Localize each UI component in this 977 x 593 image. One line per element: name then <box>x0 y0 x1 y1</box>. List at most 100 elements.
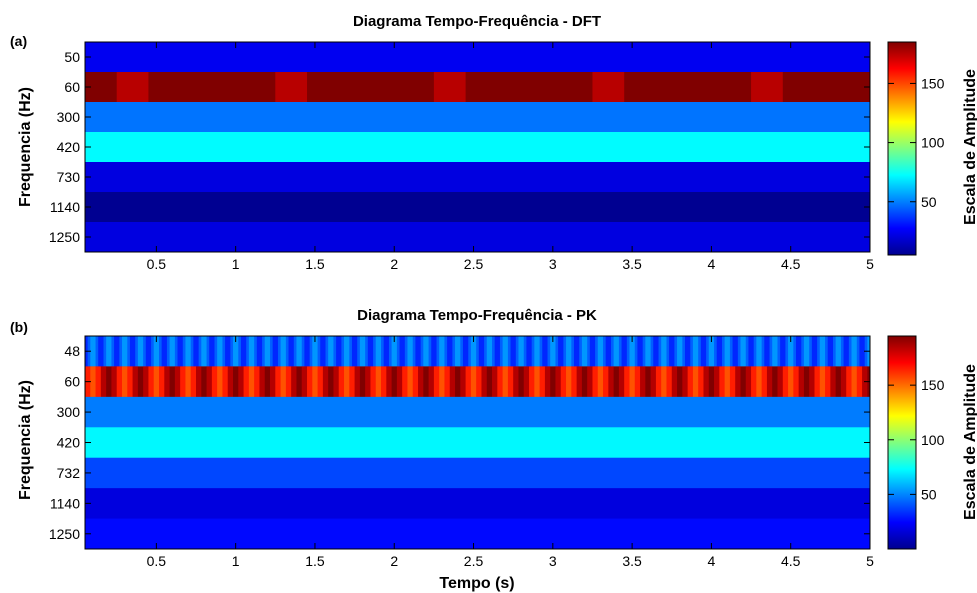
heatmap-cell <box>719 336 723 367</box>
heatmap-cell <box>769 336 773 367</box>
heatmap-cell <box>386 366 392 398</box>
heatmap-cell <box>555 366 562 398</box>
heatmap-cell <box>515 336 519 367</box>
heatmap-cell <box>724 336 728 367</box>
heatmap-cell <box>610 336 615 367</box>
heatmap-cell <box>312 336 316 367</box>
heatmap-cell <box>674 336 678 367</box>
heatmap-cell <box>851 336 855 367</box>
heatmap-cell <box>137 336 141 367</box>
heatmap-cell <box>293 336 297 367</box>
heatmap-cell <box>314 336 318 367</box>
heatmap-cell <box>647 336 652 367</box>
heatmap-cell <box>307 336 311 367</box>
y-tick-label: 300 <box>57 109 81 125</box>
heatmap-cell <box>449 366 456 398</box>
heatmap-cell <box>243 336 247 367</box>
heatmap-cell <box>143 366 149 398</box>
y-tick-label: 1140 <box>50 199 80 215</box>
heatmap-cell <box>534 366 541 398</box>
heatmap-cell <box>404 336 408 367</box>
heatmap-cell <box>203 336 207 367</box>
heatmap-cell <box>714 336 718 367</box>
heatmap-cell <box>502 336 506 367</box>
heatmap-cell <box>111 336 115 367</box>
heatmap-cell <box>613 336 617 367</box>
heatmap-cell <box>774 336 778 367</box>
heatmap-cell <box>489 336 493 367</box>
heatmap-cell <box>233 336 237 367</box>
panel-label: (b) <box>10 319 28 335</box>
heatmap-cell <box>809 366 815 398</box>
heatmap-cell <box>729 336 733 367</box>
heatmap-cell <box>243 366 250 398</box>
heatmap-cell <box>410 336 414 367</box>
plot-frame <box>84 335 871 550</box>
heatmap-cell <box>634 366 641 398</box>
heatmap-cell <box>819 366 826 398</box>
x-tick-label: 2.5 <box>464 256 484 272</box>
heatmap-cell <box>275 366 281 398</box>
heatmap-cell <box>344 336 348 367</box>
heatmap-cell <box>513 336 517 367</box>
heatmap-cell <box>772 366 778 398</box>
y-tick-label: 420 <box>57 139 81 155</box>
chart-title: Diagrama Tempo-Frequência - DFT <box>353 13 601 30</box>
heatmap-cell <box>375 366 382 398</box>
heatmap-cell <box>751 336 755 367</box>
y-tick-label: 60 <box>64 374 80 390</box>
heatmap-cell <box>687 336 691 367</box>
y-tick-label: 730 <box>57 169 81 185</box>
heatmap-cell <box>299 336 303 367</box>
heatmap-cell <box>470 336 474 367</box>
heatmap-cell <box>462 336 467 367</box>
heatmap-cell <box>225 336 229 367</box>
heatmap-cell <box>174 336 178 367</box>
heatmap-cell <box>291 366 297 398</box>
heatmap-cell <box>132 336 136 367</box>
heatmap-cell <box>737 336 741 367</box>
heatmap-cell <box>402 336 406 367</box>
heatmap-cell <box>114 336 118 367</box>
heatmap-cell <box>655 366 662 398</box>
heatmap-cell <box>148 336 152 367</box>
heatmap-cell <box>822 336 826 367</box>
heatmap-cell <box>296 366 303 398</box>
heatmap-cell <box>418 366 424 398</box>
heatmap-cell <box>433 366 440 398</box>
heatmap-cell <box>288 336 292 367</box>
heatmap-cell <box>703 366 710 398</box>
heatmap-cell <box>476 336 480 367</box>
heatmap-cell <box>568 336 572 367</box>
colorbar-label: Escala de Amplitude <box>962 364 977 520</box>
heatmap-cell <box>246 336 250 367</box>
heatmap-cell <box>856 336 860 367</box>
heatmap-cell <box>840 336 844 367</box>
heatmap-cell <box>285 336 289 367</box>
heatmap-cell <box>814 336 818 367</box>
heatmap-cell <box>460 366 467 398</box>
heatmap-cell <box>825 366 831 398</box>
heatmap-cell <box>854 336 858 367</box>
heatmap-cell <box>116 72 149 103</box>
heatmap-cell <box>782 366 789 398</box>
heatmap-cell <box>830 366 837 398</box>
heatmap-cell <box>513 366 519 398</box>
heatmap-cell <box>328 366 334 398</box>
heatmap-cell <box>92 336 96 367</box>
heatmap-cell <box>396 366 403 398</box>
heatmap-cell <box>597 366 604 398</box>
heatmap-cell <box>90 366 96 398</box>
heatmap-cell <box>196 336 200 367</box>
heatmap-cell <box>618 366 625 398</box>
y-tick-label: 1140 <box>50 495 80 511</box>
heatmap-cell <box>227 336 231 367</box>
heatmap-cell <box>433 336 437 367</box>
heatmap-cell <box>550 336 554 367</box>
heatmap-cell <box>418 336 422 367</box>
heatmap-cell <box>396 336 400 367</box>
y-tick-label: 48 <box>64 343 80 359</box>
heatmap-cell <box>217 336 221 367</box>
heatmap-cell <box>428 366 435 398</box>
heatmap-cell <box>127 336 131 367</box>
